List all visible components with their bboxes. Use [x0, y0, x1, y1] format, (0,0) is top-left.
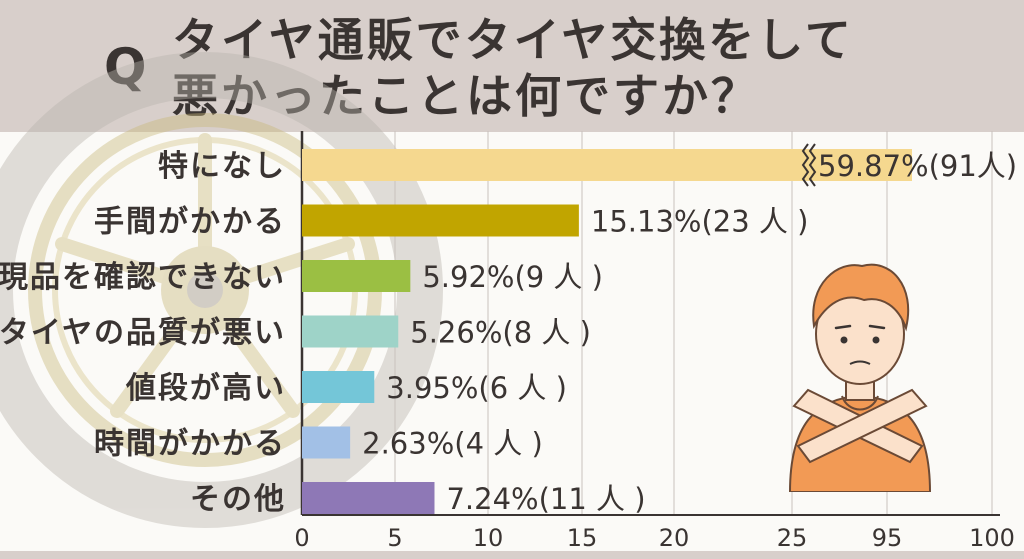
bar-5: [302, 371, 375, 403]
data-label: 7.24%(11 人 ): [446, 482, 645, 516]
footer-band: [0, 551, 1024, 559]
question-mark-label: Q: [104, 38, 147, 96]
title-line-2: 悪かったことは何ですか？: [172, 69, 760, 123]
chart-bars: [302, 143, 912, 514]
person-crossed-arms-illustration: [788, 263, 932, 492]
x-tick-label: 5: [387, 524, 402, 552]
data-label: 15.13%(23 人 ): [591, 205, 809, 239]
x-tick-label: 95: [872, 524, 903, 552]
axis-break-mark: [801, 143, 817, 187]
header-band: Q タイヤ通販でタイヤ交換をして 悪かったことは何ですか？: [0, 0, 1024, 132]
bar-3: [302, 260, 411, 292]
category-label: 時間がかかる: [94, 427, 286, 462]
category-label: 値段が高い: [125, 371, 286, 406]
chart-title: タイヤ通販でタイヤ交換をして 悪かったことは何ですか？: [172, 12, 992, 124]
bar-4: [302, 315, 399, 348]
data-label: 2.63%(4 人 ): [362, 427, 543, 461]
category-label: 現品を確認できない: [0, 260, 286, 295]
chart-data-labels: 59.87%(91人) 15.13%(23 人 ) 5.92%(9 人 ) 5.26%…: [362, 149, 1017, 516]
category-label: 手間がかかる: [94, 205, 286, 240]
data-label: 5.26%(8 人 ): [410, 316, 591, 350]
category-label: タイヤの品質が悪い: [0, 316, 286, 351]
x-tick-label: 15: [567, 524, 598, 552]
data-label: 3.95%(6 人 ): [386, 371, 567, 405]
chart-tick-labels: 0 5 10 15 20 25 95 100: [294, 524, 1015, 552]
x-tick-label: 100: [969, 524, 1015, 552]
x-tick-label: 20: [659, 524, 690, 552]
chart-category-labels: 特になし手間がかかる現品を確認できないタイヤの品質が悪い値段が高い時間がかかるそ…: [0, 149, 286, 517]
bar-7: [302, 482, 435, 514]
x-tick-label: 0: [294, 524, 309, 552]
x-tick-label: 10: [473, 524, 504, 552]
x-tick-label: 25: [777, 524, 808, 552]
data-label: 59.87%(91人): [818, 149, 1017, 183]
title-line-1: タイヤ通販でタイヤ交換をして: [172, 13, 854, 67]
category-label: その他: [190, 482, 286, 517]
category-label: 特になし: [158, 149, 286, 184]
bar-6: [302, 426, 351, 459]
data-label: 5.92%(9 人 ): [422, 260, 603, 294]
bar-2: [302, 204, 579, 237]
